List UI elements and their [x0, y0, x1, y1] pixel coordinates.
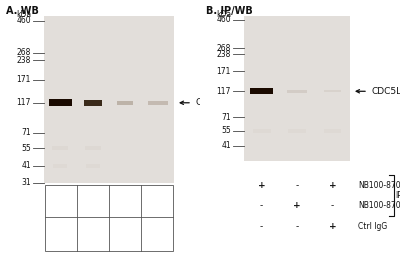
Text: IP: IP [395, 191, 400, 200]
Text: 5: 5 [122, 197, 128, 206]
Text: 71: 71 [221, 113, 231, 122]
Bar [117, 101, 133, 105]
Text: 238: 238 [17, 56, 31, 65]
Text: +: + [293, 202, 301, 210]
Text: A. WB: A. WB [6, 6, 39, 17]
Bar [49, 99, 72, 106]
Text: kDa: kDa [16, 10, 31, 19]
Text: 460: 460 [216, 15, 231, 24]
Text: 31: 31 [21, 178, 31, 187]
Text: 55: 55 [221, 126, 231, 135]
Bar [148, 101, 168, 105]
Bar [244, 16, 350, 161]
Bar [250, 88, 273, 94]
Text: NB100-87013: NB100-87013 [358, 181, 400, 190]
Bar [44, 16, 174, 183]
Text: 15: 15 [88, 197, 98, 206]
Text: 50: 50 [56, 197, 66, 206]
Text: 460: 460 [16, 16, 31, 25]
Text: +: + [258, 181, 266, 190]
Text: 71: 71 [21, 128, 31, 137]
Text: 268: 268 [17, 48, 31, 57]
Text: 238: 238 [217, 50, 231, 59]
Bar [84, 100, 102, 106]
Text: -: - [295, 222, 299, 231]
Text: 171: 171 [217, 67, 231, 76]
Text: -: - [331, 202, 334, 210]
Text: kDa: kDa [216, 10, 231, 19]
Bar [253, 128, 270, 133]
Text: CDC5L: CDC5L [196, 98, 226, 107]
Text: HeLa: HeLa [83, 229, 103, 239]
Text: 268: 268 [217, 44, 231, 53]
Text: CDC5L: CDC5L [372, 87, 400, 96]
Text: T: T [155, 229, 159, 239]
Text: B. IP/WB: B. IP/WB [206, 6, 253, 17]
Bar [86, 164, 100, 168]
Text: 171: 171 [17, 75, 31, 84]
Bar [324, 128, 341, 133]
Bar [324, 90, 341, 92]
Bar [52, 146, 68, 150]
Text: 50: 50 [152, 197, 162, 206]
Text: Ctrl IgG: Ctrl IgG [358, 222, 387, 231]
Text: -: - [295, 181, 299, 190]
Text: 55: 55 [21, 143, 31, 153]
Bar [288, 128, 306, 133]
Text: NB100-87014: NB100-87014 [358, 202, 400, 210]
Bar [53, 164, 67, 168]
Text: 117: 117 [217, 87, 231, 96]
Bar [287, 90, 307, 93]
Text: +: + [328, 181, 336, 190]
Text: 41: 41 [221, 141, 231, 150]
Bar [45, 185, 173, 251]
Text: -: - [260, 202, 263, 210]
Text: +: + [328, 222, 336, 231]
Text: 41: 41 [21, 161, 31, 170]
Text: -: - [260, 222, 263, 231]
Bar [85, 146, 101, 150]
Text: 117: 117 [17, 98, 31, 107]
